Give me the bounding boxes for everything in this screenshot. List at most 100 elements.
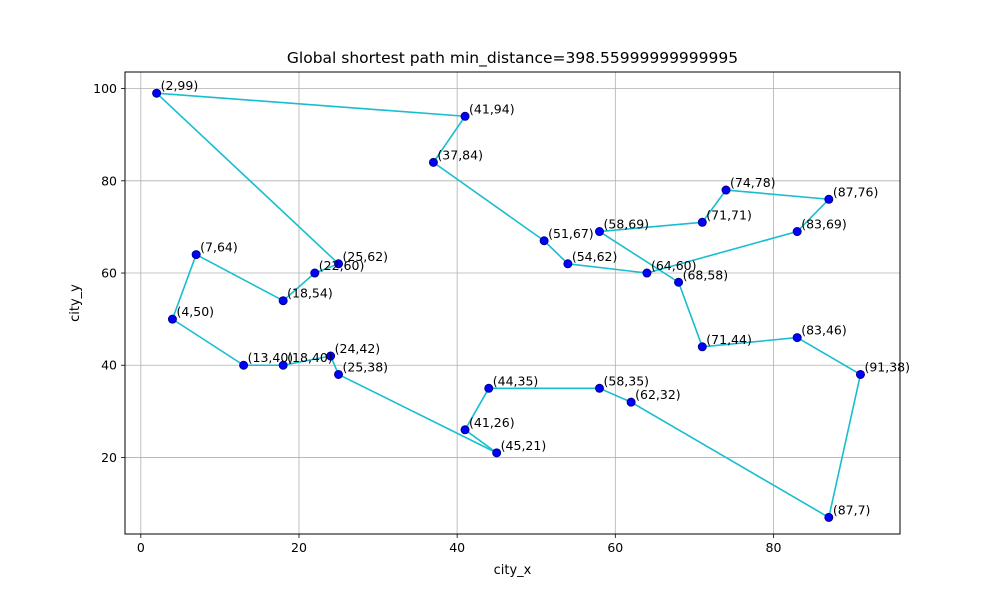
- city-point-label: (4,50): [176, 304, 214, 319]
- path-segment: [796, 198, 830, 233]
- city-point-label: (25,38): [343, 359, 389, 374]
- city-point: [824, 512, 834, 522]
- path-segment: [543, 240, 569, 265]
- city-point-label: (83,46): [801, 323, 847, 338]
- y-tick-label: 60: [101, 266, 117, 281]
- city-point: [310, 268, 320, 278]
- path-segment: [432, 115, 466, 163]
- city-point-label: (45,21): [501, 438, 547, 453]
- city-point-label: (83,69): [801, 217, 847, 232]
- city-point: [278, 360, 288, 370]
- path-segment: [283, 355, 331, 367]
- path-segment: [646, 230, 798, 274]
- city-point: [626, 397, 636, 407]
- city-point-label: (18,54): [287, 286, 333, 301]
- city-point: [642, 268, 652, 278]
- city-point-label: (87,76): [833, 184, 879, 199]
- city-points: [152, 88, 865, 522]
- city-point: [460, 111, 470, 121]
- city-point: [239, 360, 249, 370]
- city-point-label: (58,35): [603, 373, 649, 388]
- city-point-label: (74,78): [730, 175, 776, 190]
- city-point-label: (68,58): [683, 267, 729, 282]
- path-segment: [701, 189, 727, 223]
- city-point: [855, 369, 865, 379]
- city-point-label: (62,32): [635, 387, 681, 402]
- path-segment: [599, 387, 632, 403]
- path-segment: [195, 253, 284, 302]
- path-segment: [432, 161, 545, 242]
- city-point-label: (13,40): [248, 350, 294, 365]
- city-point-label: (24,42): [335, 341, 381, 356]
- path-segment: [796, 336, 861, 376]
- path-segment: [677, 281, 704, 348]
- city-point: [492, 448, 502, 458]
- city-point-label: (41,94): [469, 101, 515, 116]
- y-tick-label: 80: [101, 173, 117, 188]
- city-point: [792, 333, 802, 343]
- city-point: [167, 314, 177, 324]
- path-segment: [828, 374, 862, 518]
- city-point-label: (54,62): [572, 249, 618, 264]
- path-segment: [464, 429, 498, 454]
- city-point-label: (22,60): [319, 258, 365, 273]
- path-segment: [725, 189, 829, 201]
- path-segment: [702, 336, 798, 348]
- plot-frame: [124, 71, 901, 535]
- x-axis-label: city_x: [494, 563, 532, 578]
- x-tick-label: 20: [291, 540, 307, 555]
- city-point-label: (87,7): [833, 502, 871, 517]
- path-segment: [172, 318, 245, 366]
- city-point: [594, 383, 604, 393]
- path-segment: [567, 263, 648, 274]
- city-point-label: (58,69): [603, 217, 649, 232]
- x-tick-label: 40: [449, 540, 465, 555]
- city-point: [428, 157, 438, 167]
- path-segment: [599, 230, 680, 283]
- city-point: [674, 277, 684, 287]
- city-point-label: (18,40): [287, 350, 333, 365]
- city-point: [563, 259, 573, 269]
- city-point: [152, 88, 162, 98]
- city-point-label: (25,62): [343, 249, 389, 264]
- city-labels: (2,99) (41,94) (37,84) (51,67) (54,62) (64,60…: [161, 78, 910, 517]
- path-segment: [156, 92, 466, 118]
- city-point: [697, 342, 707, 352]
- city-point-label: (71,44): [706, 332, 752, 347]
- city-point-label: (51,67): [548, 226, 594, 241]
- city-point: [334, 369, 344, 379]
- x-tick-label: 80: [766, 540, 782, 555]
- city-point: [721, 185, 731, 195]
- path-segment: [630, 401, 830, 519]
- y-axis-label: city_y: [68, 284, 83, 322]
- city-point: [594, 227, 604, 237]
- city-point-label: (71,71): [706, 207, 752, 222]
- y-tick-label: 40: [101, 358, 117, 373]
- city-point-label: (44,35): [493, 373, 539, 388]
- city-point: [460, 425, 470, 435]
- path-segment: [338, 373, 498, 454]
- city-point: [334, 259, 344, 269]
- path-lines: [156, 92, 862, 519]
- city-point: [697, 217, 707, 227]
- y-tick-label: 100: [93, 81, 117, 96]
- city-point: [484, 383, 494, 393]
- city-point-label: (41,26): [469, 415, 515, 430]
- city-point: [326, 351, 336, 361]
- x-tick-label: 0: [137, 540, 145, 555]
- city-point-label: (7,64): [200, 240, 238, 255]
- city-point: [539, 236, 549, 246]
- path-segment: [171, 254, 197, 320]
- city-point: [278, 296, 288, 306]
- city-point: [792, 227, 802, 237]
- city-point: [824, 194, 834, 204]
- city-point: [191, 250, 201, 260]
- chart-title: Global shortest path min_distance=398.55…: [287, 49, 738, 68]
- city-point-label: (2,99): [161, 78, 199, 93]
- path-segment: [464, 387, 490, 431]
- x-tick-label: 60: [607, 540, 623, 555]
- city-point-label: (37,84): [437, 147, 483, 162]
- axis-ticks: 0 20 40 60 80 20 40 60 80 100: [93, 81, 781, 555]
- grid: [125, 72, 900, 534]
